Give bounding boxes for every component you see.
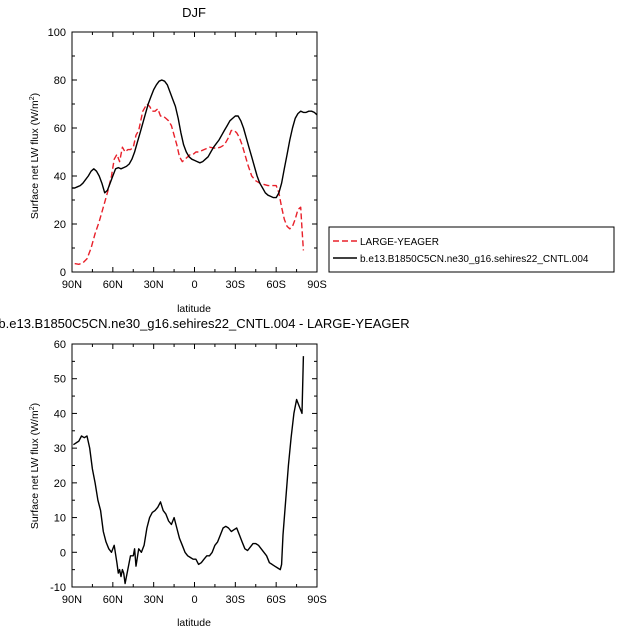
bottom-x-tick-label: 90N [62, 594, 82, 606]
legend-box [328, 226, 615, 273]
top-x-tick-label: 90N [62, 279, 82, 291]
bottom-x-tick-label: 60N [103, 594, 123, 606]
top-y-axis-label-main: Surface net LW flux (W/m [29, 100, 41, 219]
bottom-y-axis-label-close: ) [29, 403, 41, 407]
bottom-y-tick-label: 50 [54, 374, 66, 386]
top-y-axis-label-sup: 2 [29, 96, 36, 100]
bottom-plot-frame [71, 343, 318, 588]
bottom-y-tick-label: -10 [50, 582, 66, 594]
bottom-y-tick-label: 30 [54, 443, 66, 455]
top-x-tick-label: 0 [191, 279, 197, 291]
bottom-series-lines [73, 356, 305, 585]
bottom-x-tick-label: 60S [266, 594, 286, 606]
top-y-tick-label: 0 [60, 267, 66, 279]
bottom-x-axis-label: latitude [177, 617, 211, 629]
legend-entry-large-yeager: LARGE-YEAGER [360, 237, 439, 248]
top-panel: DJF 90N 60N 30N 0 30S 60S 90S 0 20 40 60 80 100 lati… [29, 5, 615, 315]
top-x-tick-label: 30N [144, 279, 164, 291]
top-series-line-1 [72, 79, 318, 199]
bottom-y-tick-label: 40 [54, 408, 66, 420]
bottom-x-tick-label: 90S [307, 594, 327, 606]
top-legend: LARGE-YEAGER b.e13.B1850C5CN.ne30_g16.se… [328, 226, 615, 273]
top-x-tick-label: 90S [307, 279, 327, 291]
top-axis-ticks: 90N 60N 30N 0 30S 60S 90S 0 20 40 60 80 100 [48, 27, 327, 291]
bottom-y-tick-label: 60 [54, 339, 66, 351]
top-y-axis-label-close: ) [29, 93, 41, 97]
bottom-series-line-0 [73, 356, 305, 585]
bottom-x-tick-label: 30S [226, 594, 246, 606]
top-plot-frame [71, 31, 318, 273]
top-y-tick-label: 40 [54, 171, 66, 183]
bottom-y-tick-label: 10 [54, 513, 66, 525]
bottom-x-tick-label: 0 [191, 594, 197, 606]
bottom-x-tick-label: 30N [144, 594, 164, 606]
bottom-y-axis-label-main: Surface net LW flux (W/m [29, 410, 41, 529]
bottom-panel: b.e13.B1850C5CN.ne30_g16.sehires22_CNTL.… [0, 316, 410, 629]
bottom-y-tick-label: 0 [60, 547, 66, 559]
top-series-line-0 [74, 103, 305, 265]
bottom-y-axis-label-sup: 2 [29, 406, 36, 410]
top-x-tick-label: 60N [103, 279, 123, 291]
top-y-tick-label: 60 [54, 123, 66, 135]
top-x-axis-label: latitude [177, 303, 211, 315]
top-y-axis-label: Surface net LW flux (W/m2) [29, 93, 41, 219]
top-y-tick-label: 100 [48, 27, 66, 39]
top-series-lines [72, 79, 318, 265]
top-x-tick-label: 60S [266, 279, 286, 291]
bottom-y-tick-label: 20 [54, 478, 66, 490]
top-y-tick-label: 20 [54, 219, 66, 231]
legend-entry-cntl: b.e13.B1850C5CN.ne30_g16.sehires22_CNTL.… [360, 254, 589, 265]
bottom-y-axis-label: Surface net LW flux (W/m2) [29, 403, 41, 529]
top-y-tick-label: 80 [54, 75, 66, 87]
bottom-axis-ticks: 90N 60N 30N 0 30S 60S 90S -10 0 10 20 30 40 50 60 [50, 339, 327, 606]
top-chart-title: DJF [182, 5, 206, 20]
bottom-chart-title: b.e13.B1850C5CN.ne30_g16.sehires22_CNTL.… [0, 316, 410, 331]
top-x-tick-label: 30S [226, 279, 246, 291]
